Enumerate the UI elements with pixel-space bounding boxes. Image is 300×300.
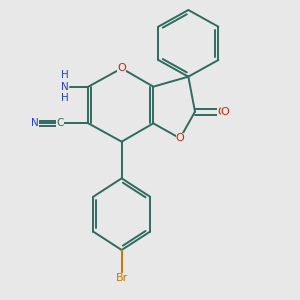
Text: O: O (217, 107, 226, 117)
Text: O: O (220, 107, 230, 117)
Text: C: C (56, 118, 64, 128)
Text: O: O (176, 133, 184, 143)
Text: H: H (61, 70, 69, 80)
Text: H: H (61, 93, 69, 103)
Text: Br: Br (116, 273, 128, 283)
Text: O: O (117, 63, 126, 73)
Text: N: N (61, 82, 69, 92)
Text: N: N (31, 118, 39, 128)
